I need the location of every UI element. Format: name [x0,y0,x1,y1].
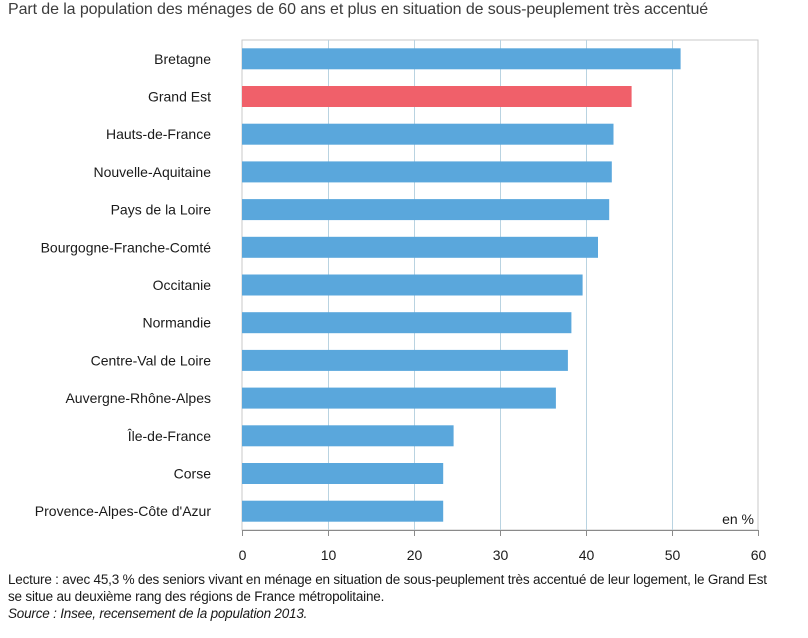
x-tick-label: 0 [239,547,247,563]
category-label: Auvergne-Rhône-Alpes [65,390,211,406]
reading-note-line-2: se situe au deuxième rang des régions de… [8,589,385,604]
x-tick-label: 20 [407,547,423,563]
bar-10 [242,425,454,447]
bar-0 [242,48,681,70]
x-tick-label: 40 [579,547,595,563]
source-note: Source : Insee, recensement de la popula… [8,606,308,621]
chart-title: Part de la population des ménages de 60 … [8,1,709,18]
category-label: Grand Est [148,89,211,105]
bar-1 [242,86,632,107]
bar-8 [242,349,568,371]
category-label: Corse [174,466,212,482]
bar-11 [242,463,444,484]
unit-label: en % [722,511,754,527]
category-label: Occitanie [153,277,212,293]
reading-note-line-1: Lecture : avec 45,3 % des seniors vivant… [8,572,767,587]
category-label: Pays de la Loire [111,202,212,218]
x-tick-label: 50 [665,547,681,563]
category-label: Hauts-de-France [106,126,211,142]
bar-6 [242,274,583,296]
x-tick-label: 60 [751,547,767,563]
category-label: Nouvelle-Aquitaine [93,164,211,180]
bar-9 [242,387,556,409]
bar-12 [242,500,444,522]
x-tick-label: 30 [493,547,509,563]
chart-notes: Lecture : avec 45,3 % des seniors vivant… [8,571,806,622]
bar-5 [242,236,598,258]
category-label: Normandie [143,315,212,331]
category-label: Centre-Val de Loire [91,352,212,368]
bar-2 [242,123,614,145]
category-label: Provence-Alpes-Côte d'Azur [35,503,212,519]
category-label: Bretagne [154,51,211,67]
category-label: Bourgogne-Franche-Comté [41,239,212,255]
bar-3 [242,161,612,183]
bar-7 [242,312,572,334]
bar-chart: Bretagne Grand Est Hauts-de-France Nouvelle… [35,39,767,563]
category-label: Île-de-France [127,428,211,444]
x-tick-label: 10 [321,547,337,563]
bar-4 [242,199,610,221]
